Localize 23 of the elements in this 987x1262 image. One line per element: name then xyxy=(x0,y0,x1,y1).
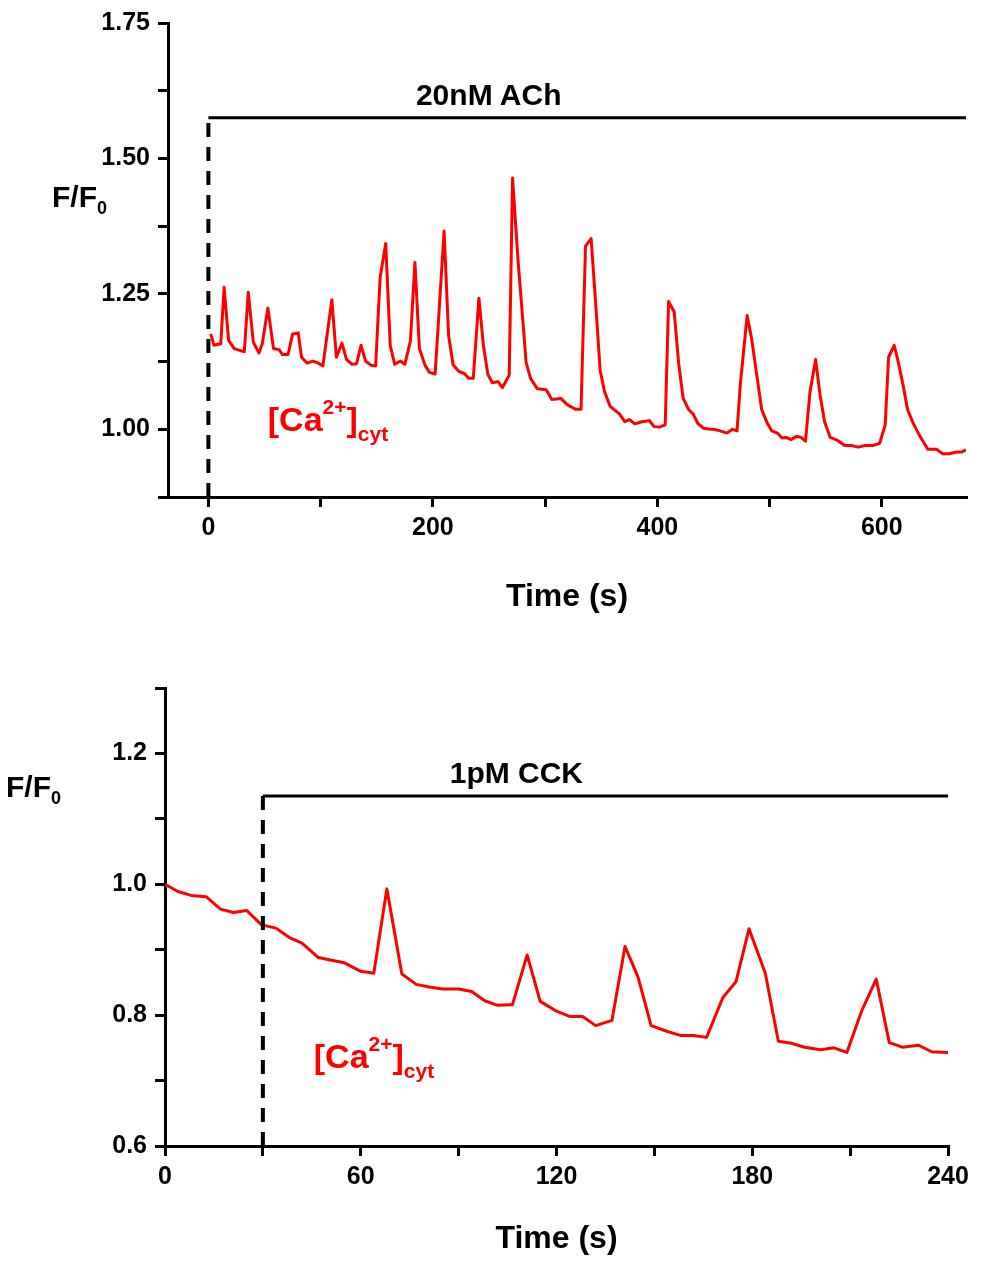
ref-line-label: 1pM CCK xyxy=(449,756,584,790)
x-tick-label: 0 xyxy=(201,511,216,540)
y-tick-label: 1.75 xyxy=(101,6,151,35)
y-tick-label: 0.8 xyxy=(112,999,148,1028)
y-tick-label: 1.00 xyxy=(101,413,150,442)
x-tick-label: 600 xyxy=(860,511,903,540)
x-tick-label: 120 xyxy=(535,1160,578,1189)
ref-line-label: 20nM ACh xyxy=(415,78,562,112)
x-axis-title: Time (s) xyxy=(505,576,629,613)
y-axis-title: F/F$_{0}$ xyxy=(6,770,62,809)
y-tick-label: 1.2 xyxy=(112,737,147,766)
x-tick-label: 200 xyxy=(412,511,454,540)
y-tick-label: 1.0 xyxy=(112,868,147,897)
x-tick-label: 180 xyxy=(731,1160,774,1189)
y-tick-label: 0.6 xyxy=(112,1129,147,1158)
x-tick-label: 240 xyxy=(927,1160,969,1189)
x-tick-label: 60 xyxy=(346,1160,375,1189)
x-tick-label: 0 xyxy=(158,1160,172,1189)
y-axis-title: F/F$_{0}$ xyxy=(52,180,108,219)
x-axis-title: Time (s) xyxy=(495,1218,618,1255)
y-tick-label: 1.25 xyxy=(101,277,151,306)
y-tick-label: 1.50 xyxy=(101,142,150,171)
x-tick-label: 400 xyxy=(636,511,679,540)
